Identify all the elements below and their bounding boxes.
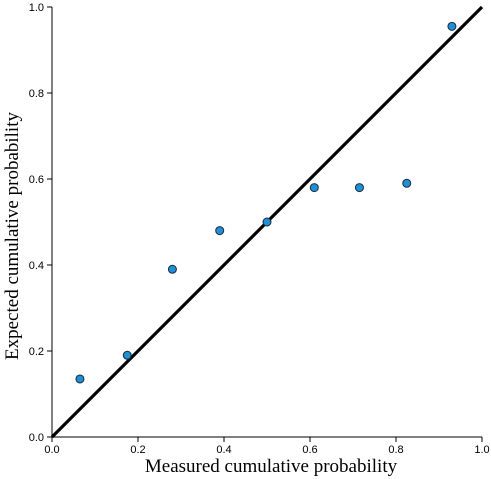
y-tick-label: 0.4 xyxy=(29,260,44,272)
y-axis-title: Expected cumulative probability xyxy=(2,112,23,360)
x-tick-label: 1.0 xyxy=(474,444,489,456)
x-tick-label: 0.4 xyxy=(216,444,231,456)
y-tick-label: 0.0 xyxy=(29,432,44,444)
data-point xyxy=(262,217,272,227)
x-axis-title: Measured cumulative probability xyxy=(145,456,398,477)
y-tick-label: 1.0 xyxy=(29,2,44,14)
x-tick-label: 0.8 xyxy=(388,444,403,456)
data-point xyxy=(122,350,132,360)
data-point xyxy=(447,21,457,31)
data-point xyxy=(309,183,319,193)
y-tick-label: 0.2 xyxy=(29,346,44,358)
y-axis-ticks: 0.0 0.2 0.4 0.6 0.8 1.0 xyxy=(29,2,52,444)
data-point xyxy=(215,226,225,236)
x-tick-label: 0.2 xyxy=(130,444,145,456)
data-point xyxy=(167,264,177,274)
data-points xyxy=(75,21,457,384)
y-tick-label: 0.8 xyxy=(29,88,44,100)
x-axis-ticks: 0.0 0.2 0.4 0.6 0.8 1.0 xyxy=(44,437,490,456)
data-point xyxy=(75,374,85,384)
data-point xyxy=(402,178,412,188)
x-tick-label: 0.6 xyxy=(302,444,317,456)
y-tick-label: 0.6 xyxy=(29,174,44,186)
x-tick-label: 0.0 xyxy=(44,444,59,456)
data-point xyxy=(354,183,364,193)
axes xyxy=(51,7,482,438)
